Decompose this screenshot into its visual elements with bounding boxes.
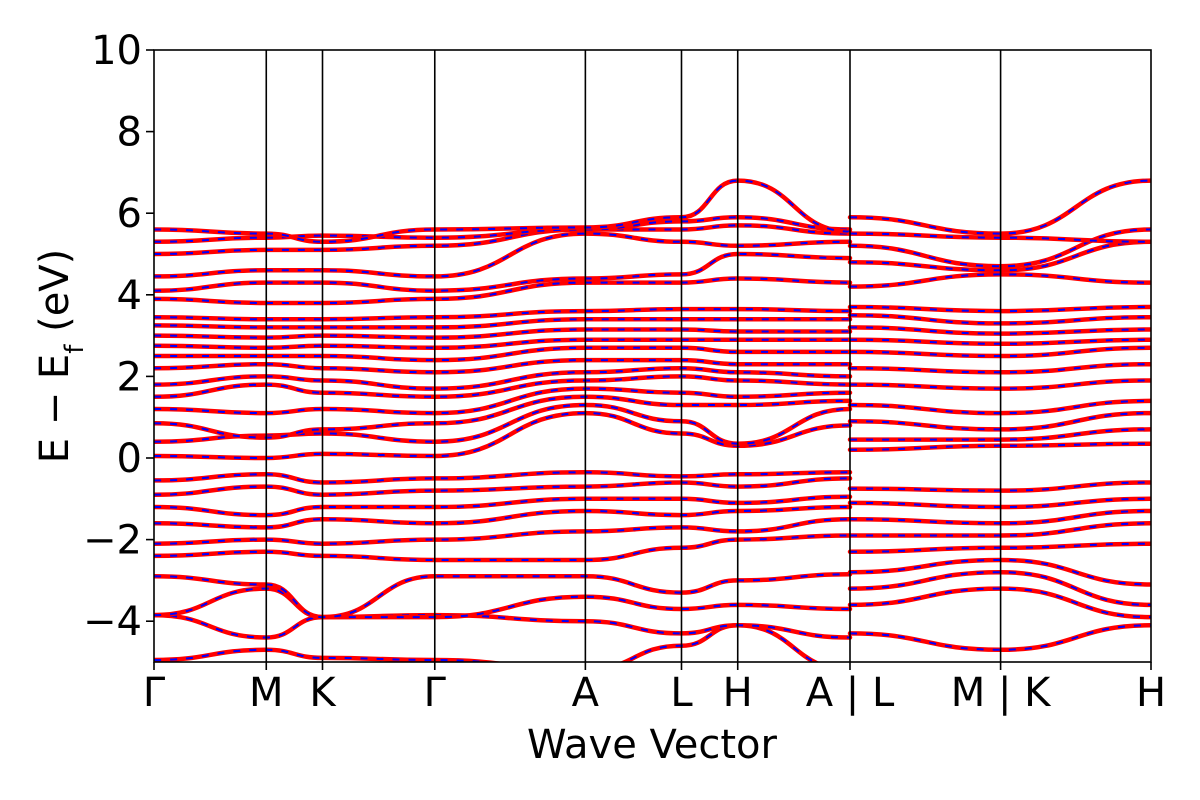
band-line-blue-28 <box>849 624 1151 651</box>
x-tick-label-1: M <box>249 670 284 716</box>
x-tick-label-0: Γ <box>143 670 166 716</box>
y-tick-label-3: 2 <box>117 354 142 400</box>
x-tick-label-4: A <box>572 670 600 716</box>
x-tick-label-9: H <box>1136 670 1166 716</box>
band-line-blue-13 <box>154 387 851 415</box>
x-tick-label-2: K <box>309 670 337 716</box>
band-line-blue-17 <box>154 346 850 362</box>
band-line-blue-21 <box>154 308 851 321</box>
band-line-blue-9 <box>154 471 851 484</box>
band-line-blue-8 <box>154 477 851 496</box>
band-line-blue-23 <box>154 252 851 292</box>
band-line-blue-6 <box>154 506 851 529</box>
band-line-blue-4 <box>154 534 851 562</box>
band-line-blue-24 <box>154 232 851 278</box>
band-line-blue-20 <box>154 318 850 329</box>
band-line-blue-18 <box>154 338 850 349</box>
band-line-blue-48 <box>849 273 1151 288</box>
plot-frame <box>153 49 1152 663</box>
band-line-blue-31 <box>849 558 1151 586</box>
band-line-blue-26 <box>154 216 851 243</box>
y-tick-label-2: 0 <box>117 436 142 482</box>
band-line-blue-22 <box>154 277 851 304</box>
band-line-blue-16 <box>154 359 850 374</box>
y-tick-label-6: 8 <box>117 110 142 156</box>
y-axis: −4 −2 0 2 4 6 8 10 <box>83 28 154 645</box>
band-line-blue-7 <box>154 495 851 517</box>
x-tick-label-3: Γ <box>424 670 447 716</box>
band-line-blue-50 <box>849 228 1151 268</box>
y-tick-label-0: −4 <box>83 599 142 645</box>
kpoint-lines <box>265 50 1002 662</box>
x-tick-label-7: A | L <box>806 670 895 716</box>
x-tick-label-6: H <box>723 670 753 716</box>
x-axis-title: Wave Vector <box>527 722 778 768</box>
x-tick-label-8: M | K <box>951 670 1052 716</box>
y-tick-label-5: 6 <box>117 191 142 237</box>
x-tick-label-5: L <box>670 670 693 716</box>
band-line-blue-2 <box>154 587 851 619</box>
y-axis-title-main: E − E <box>32 354 78 464</box>
y-tick-label-4: 4 <box>117 273 142 319</box>
band-line-blue-3 <box>154 573 851 619</box>
band-line-blue-15 <box>154 367 851 390</box>
y-tick-label-1: −2 <box>83 518 142 564</box>
band-line-blue-19 <box>154 328 850 339</box>
band-line-blue-1 <box>154 614 851 639</box>
y-axis-title: E − Ef (eV) <box>32 249 90 464</box>
band-line-blue-25 <box>154 224 851 255</box>
band-line-blue-30 <box>849 571 1151 606</box>
band-line-blue-49 <box>849 240 1151 272</box>
y-tick-label-7: 10 <box>91 28 142 74</box>
y-axis-title-sub: f <box>60 344 90 354</box>
band-line-blue-5 <box>154 518 851 545</box>
y-axis-title-tail: (eV) <box>32 249 78 345</box>
band-line-blue-29 <box>849 587 1151 619</box>
